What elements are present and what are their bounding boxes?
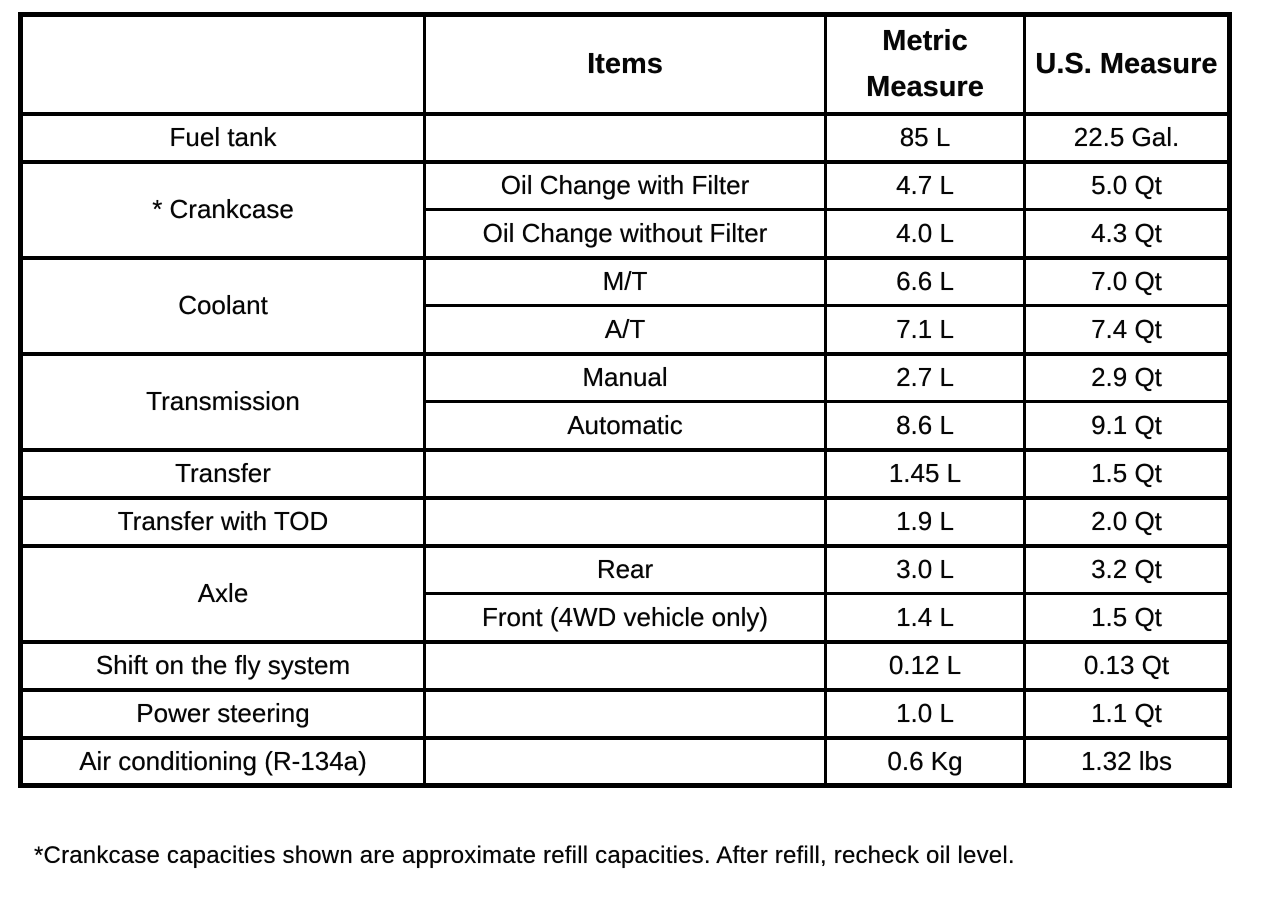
category-cell: Transmission	[19, 351, 426, 451]
item-cell	[423, 447, 827, 499]
item-cell: A/T	[423, 304, 827, 355]
us-cell: 22.5 Gal.	[1023, 111, 1231, 163]
metric-cell: 6.6 L	[824, 255, 1026, 307]
metric-cell: 7.1 L	[824, 304, 1026, 355]
item-cell: Oil Change without Filter	[423, 208, 827, 259]
item-cell	[423, 735, 827, 787]
crankcase-footnote: *Crankcase capacities shown are approxim…	[34, 842, 1015, 869]
header-items: Items	[423, 13, 827, 116]
table-row-air-conditioning: Air conditioning (R-134a) 0.6 Kg 1.32 lb…	[19, 735, 1231, 787]
header-row: Items Metric Measure U.S. Measure	[19, 13, 1231, 116]
metric-cell: 1.9 L	[824, 495, 1026, 547]
header-us-measure: U.S. Measure	[1023, 13, 1231, 116]
item-cell	[423, 111, 827, 163]
us-cell: 1.1 Qt	[1023, 687, 1231, 739]
item-cell: M/T	[423, 255, 827, 307]
header-category-cell	[19, 13, 426, 115]
capacities-table: Items Metric Measure U.S. Measure Fuel t…	[18, 12, 1232, 788]
us-cell: 9.1 Qt	[1023, 400, 1231, 451]
category-cell: Coolant	[19, 255, 426, 355]
category-cell: Axle	[19, 543, 426, 643]
metric-cell: 0.6 Kg	[824, 735, 1026, 787]
metric-cell: 4.0 L	[824, 208, 1026, 259]
category-cell: Power steering	[19, 687, 426, 739]
metric-cell: 3.0 L	[824, 543, 1026, 595]
metric-cell: 8.6 L	[824, 400, 1026, 451]
item-cell: Automatic	[423, 400, 827, 451]
metric-cell: 1.0 L	[824, 687, 1026, 739]
us-cell: 5.0 Qt	[1023, 159, 1231, 211]
table-row-crankcase-with-filter: * Crankcase Oil Change with Filter 4.7 L…	[19, 159, 1231, 259]
category-cell: * Crankcase	[19, 159, 426, 259]
us-cell: 1.5 Qt	[1023, 592, 1231, 643]
table-row-transmission-manual: Transmission Manual 2.7 L 2.9 Qt	[19, 351, 1231, 451]
item-cell	[423, 639, 827, 691]
item-cell	[423, 495, 827, 547]
header-metric-measure: Metric Measure	[824, 13, 1026, 116]
table-row-power-steering: Power steering 1.0 L 1.1 Qt	[19, 687, 1231, 739]
category-cell: Air conditioning (R-134a)	[19, 735, 426, 787]
us-cell: 2.9 Qt	[1023, 351, 1231, 403]
us-cell: 1.5 Qt	[1023, 447, 1231, 499]
metric-cell: 4.7 L	[824, 159, 1026, 211]
item-cell: Oil Change with Filter	[423, 159, 827, 211]
us-cell: 7.0 Qt	[1023, 255, 1231, 307]
item-cell: Manual	[423, 351, 827, 403]
metric-cell: 0.12 L	[824, 639, 1026, 691]
metric-cell: 85 L	[824, 111, 1026, 163]
category-cell: Shift on the fly system	[19, 639, 426, 691]
table-row-shift-on-the-fly: Shift on the fly system 0.12 L 0.13 Qt	[19, 639, 1231, 691]
metric-cell: 2.7 L	[824, 351, 1026, 403]
us-cell: 4.3 Qt	[1023, 208, 1231, 259]
table-row-transmission-automatic: Automatic 8.6 L 9.1 Qt	[21, 400, 1231, 451]
us-cell: 1.32 lbs	[1023, 735, 1231, 787]
table-row-transfer-with-tod: Transfer with TOD 1.9 L 2.0 Qt	[19, 495, 1231, 547]
category-cell: Transfer with TOD	[19, 495, 426, 547]
us-cell: 7.4 Qt	[1023, 304, 1231, 355]
us-cell: 2.0 Qt	[1023, 495, 1231, 547]
table-row-fuel-tank: Fuel tank 85 L 22.5 Gal.	[19, 111, 1231, 163]
table-row-crankcase-without-filter: Oil Change without Filter 4.0 L 4.3 Qt	[21, 208, 1231, 259]
us-cell: 3.2 Qt	[1023, 543, 1231, 595]
us-cell: 0.13 Qt	[1023, 639, 1231, 691]
item-cell: Front (4WD vehicle only)	[423, 592, 827, 643]
item-cell: Rear	[423, 543, 827, 595]
table-row-coolant-mt: Coolant M/T 6.6 L 7.0 Qt	[19, 255, 1231, 355]
table-row-axle-rear: Axle Rear 3.0 L 3.2 Qt	[19, 543, 1231, 643]
metric-cell: 1.4 L	[824, 592, 1026, 643]
category-cell: Transfer	[19, 447, 426, 499]
category-cell: Fuel tank	[19, 111, 426, 163]
table-row-axle-front: Front (4WD vehicle only) 1.4 L 1.5 Qt	[21, 592, 1231, 643]
table-row-transfer: Transfer 1.45 L 1.5 Qt	[19, 447, 1231, 499]
item-cell	[423, 687, 827, 739]
table-row-coolant-at: A/T 7.1 L 7.4 Qt	[21, 304, 1231, 355]
metric-cell: 1.45 L	[824, 447, 1026, 499]
